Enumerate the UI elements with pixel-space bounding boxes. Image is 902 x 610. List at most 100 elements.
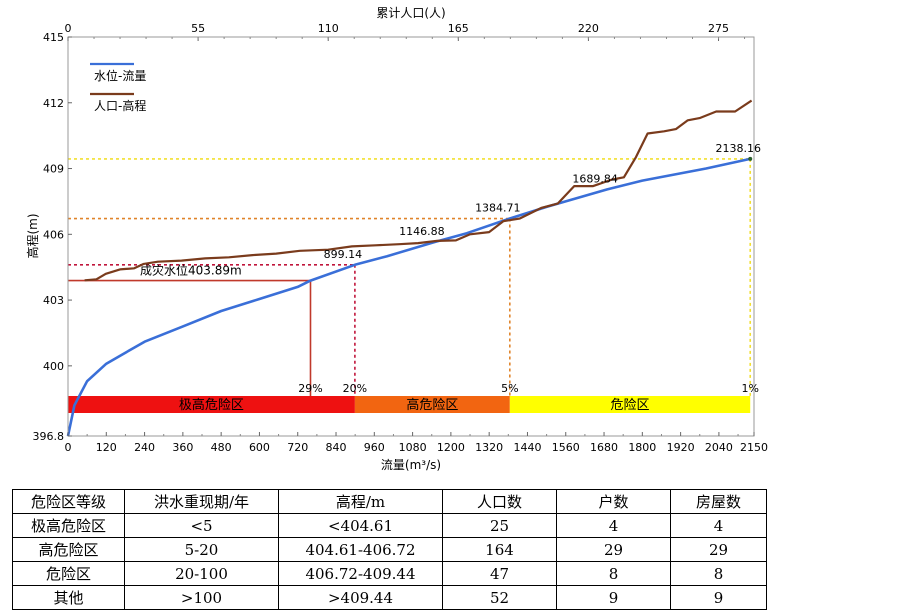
y-tick-label: 400 (43, 360, 64, 373)
x-tick-label: 480 (211, 441, 232, 454)
zone-label: 高危险区 (406, 397, 458, 413)
table-row: 其他 >100 >409.44 52 9 9 (12, 585, 767, 610)
header-return-period: 洪水重现期/年 (124, 489, 279, 514)
header-risk-level: 危险区等级 (12, 489, 125, 514)
zone-bar (68, 396, 355, 413)
x-tick-label: 1560 (552, 441, 580, 454)
point-value-label: 899.14 (324, 248, 363, 261)
cell-households: 8 (556, 561, 671, 586)
point-value-label: 1384.71 (475, 202, 521, 215)
header-houses: 房屋数 (670, 489, 767, 514)
cell-population: 25 (442, 513, 557, 538)
flood-level-label: 成灾水位403.89m (140, 263, 242, 278)
end-point-marker (748, 156, 753, 161)
zone-bar (354, 396, 510, 413)
risk-zone-table: 危险区等级 洪水重现期/年 高程/m 人口数 户数 房屋数 极高危险区 <5 <… (12, 489, 767, 610)
y-tick-label: 396.8 (33, 430, 65, 443)
legend-label: 水位-流量 (94, 68, 146, 83)
percentage-label: 5% (501, 382, 518, 395)
cell-elevation: 406.72-409.44 (278, 561, 443, 586)
x-tick-label: 120 (96, 441, 117, 454)
cell-population: 164 (442, 537, 557, 562)
x-tick-label: 1080 (399, 441, 427, 454)
series-lines (66, 99, 753, 437)
population-elevation-line (84, 99, 753, 282)
zone-bar (509, 396, 751, 413)
zone-label: 极高危险区 (179, 397, 244, 413)
labels: 29% 成灾水位403.89m 20% 5% 1% 899.14 1146.88 1384.7… (140, 142, 761, 395)
cell-return-period: <5 (124, 513, 279, 538)
cell-elevation: >409.44 (278, 585, 443, 610)
table-header-row: 危险区等级 洪水重现期/年 高程/m 人口数 户数 房屋数 (12, 489, 767, 514)
x-tick-label: 960 (364, 441, 385, 454)
x-tick-label: 360 (172, 441, 193, 454)
point-value-label: 1689.84 (572, 172, 618, 185)
cell-houses: 4 (670, 513, 767, 538)
percentage-label: 29% (298, 382, 322, 395)
cell-return-period: 20-100 (124, 561, 279, 586)
x-tick-label: 2150 (740, 441, 768, 454)
x-tick-label: 2040 (705, 441, 733, 454)
flood-risk-chart: 极高危险区 高危险区 危险区 0 120 240 360 480 600 720 840 960 10… (25, 6, 768, 472)
table-row: 危险区 20-100 406.72-409.44 47 8 8 (12, 561, 767, 586)
cell-houses: 29 (670, 537, 767, 562)
x-tick-label: 1440 (513, 441, 541, 454)
cell-population: 47 (442, 561, 557, 586)
cell-households: 29 (556, 537, 671, 562)
cell-elevation: <404.61 (278, 513, 443, 538)
top-axis-title: 累计人口(人) (376, 6, 445, 20)
top-tick-label: 165 (448, 22, 469, 35)
y-tick-label: 403 (43, 294, 64, 307)
cell-population: 52 (442, 585, 557, 610)
point-value-label: 1146.88 (399, 225, 445, 238)
cell-risk-level: 危险区 (12, 561, 125, 586)
cell-risk-level: 高危险区 (12, 537, 125, 562)
header-population: 人口数 (442, 489, 557, 514)
y-tick-label: 415 (43, 31, 64, 44)
percentage-label: 20% (343, 382, 367, 395)
point-value-label: 2138.16 (715, 142, 761, 155)
x-tick-label: 600 (249, 441, 270, 454)
y-axis-title: 高程(m) (25, 213, 40, 258)
y-tick-label: 406 (43, 228, 64, 241)
x-tick-label: 240 (134, 441, 155, 454)
zone-label: 危险区 (611, 398, 650, 413)
x-tick-label: 1200 (437, 441, 465, 454)
top-tick-label: 55 (191, 22, 205, 35)
y-tick-label: 409 (43, 163, 64, 176)
cell-elevation: 404.61-406.72 (278, 537, 443, 562)
cell-houses: 9 (670, 585, 767, 610)
header-households: 户数 (556, 489, 671, 514)
x-tick-label: 720 (287, 441, 308, 454)
x-axis-title: 流量(m³/s) (381, 458, 441, 472)
y-tick-label: 412 (43, 97, 64, 110)
axes: 0 120 240 360 480 600 720 840 960 1080 1200 1320 144… (25, 6, 768, 472)
x-tick-label: 1680 (590, 441, 618, 454)
cell-risk-level: 极高危险区 (12, 513, 125, 538)
x-tick-label: 1920 (667, 441, 695, 454)
stage-discharge-line (66, 157, 751, 437)
x-tick-label: 840 (326, 441, 347, 454)
cell-return-period: >100 (124, 585, 279, 610)
header-elevation: 高程/m (278, 489, 443, 514)
x-tick-label: 1320 (475, 441, 503, 454)
cell-risk-level: 其他 (12, 585, 125, 610)
cell-return-period: 5-20 (124, 537, 279, 562)
cell-households: 9 (556, 585, 671, 610)
table-row: 极高危险区 <5 <404.61 25 4 4 (12, 513, 767, 538)
top-tick-label: 0 (65, 22, 72, 35)
reference-lines (68, 158, 752, 396)
top-tick-label: 275 (708, 22, 729, 35)
cell-households: 4 (556, 513, 671, 538)
table-row: 高危险区 5-20 404.61-406.72 164 29 29 (12, 537, 767, 562)
x-tick-label: 1800 (628, 441, 656, 454)
plot-frame (67, 36, 755, 437)
cell-houses: 8 (670, 561, 767, 586)
x-tick-label: 0 (65, 441, 72, 454)
top-tick-label: 110 (318, 22, 339, 35)
percentage-label: 1% (741, 382, 758, 395)
risk-zone-bar: 极高危险区 高危险区 危险区 (68, 396, 751, 413)
legend-label: 人口-高程 (94, 98, 146, 113)
top-tick-label: 220 (578, 22, 599, 35)
